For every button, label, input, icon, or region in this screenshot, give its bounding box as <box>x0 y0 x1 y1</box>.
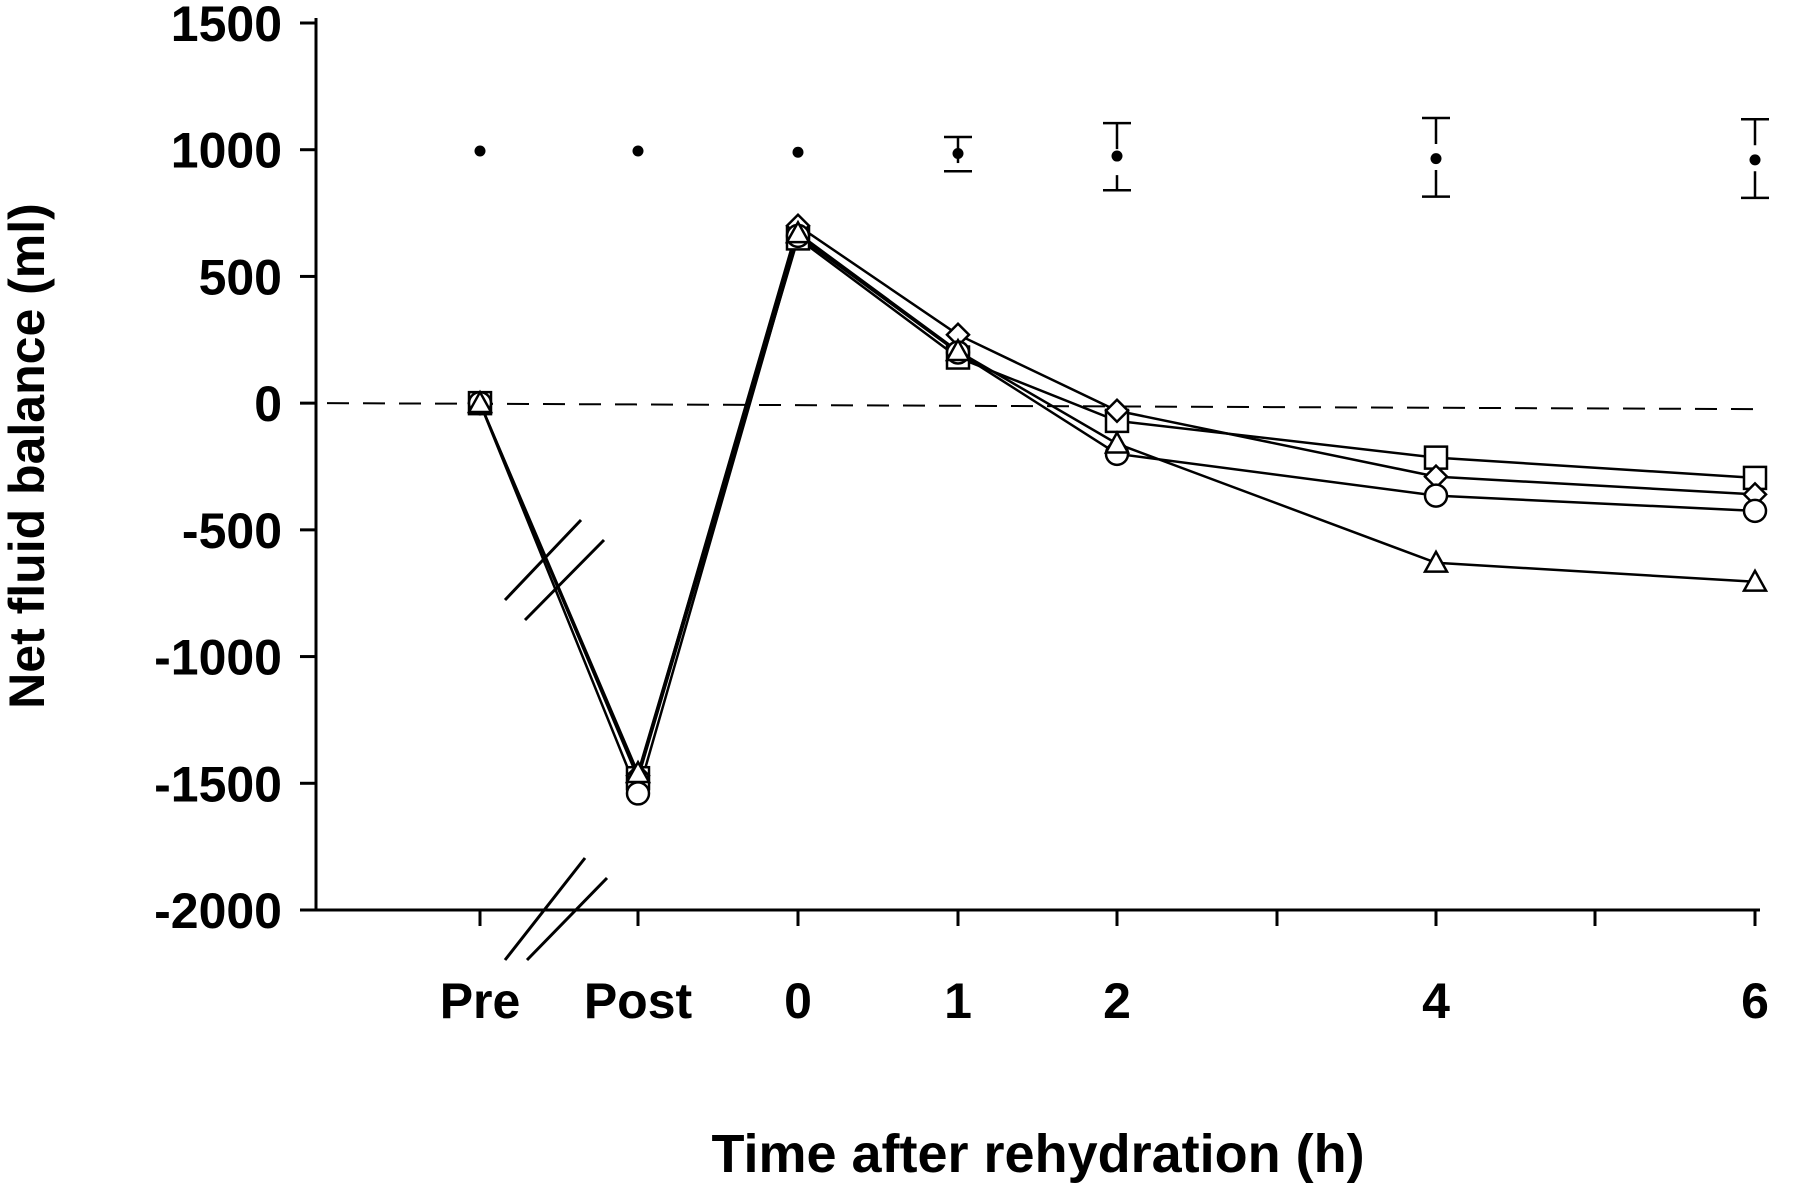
variability-dot <box>1430 153 1442 165</box>
series-line-circle <box>478 233 1756 798</box>
reference-line-group <box>326 402 1763 411</box>
variability-dot <box>792 146 804 158</box>
y-axis-label: Net fluid balance (ml) <box>0 203 55 709</box>
x-axis-label: Time after rehydration (h) <box>711 1124 1364 1184</box>
y-tick-label: -1000 <box>154 630 282 686</box>
axis-break-mark <box>503 857 587 961</box>
circle-marker <box>1742 498 1768 524</box>
x-tick-label: Pre <box>440 973 521 1029</box>
y-tick-label: -2000 <box>154 883 282 939</box>
variability-dot <box>474 145 486 157</box>
x-tick-label: 4 <box>1422 973 1450 1029</box>
series-line-square <box>478 236 1756 782</box>
axes: 1500 1000 500 0 -500 -1000 -1500 -2000 Pre Post 0 1… <box>154 0 1769 1029</box>
triangle-marker <box>1103 430 1131 454</box>
y-tick-label: 0 <box>254 376 282 432</box>
x-tick-label: 2 <box>1103 973 1131 1029</box>
x-tick-label: 6 <box>1741 973 1769 1029</box>
y-tick-label: -1500 <box>154 756 282 812</box>
x-tick-label: 0 <box>784 973 812 1029</box>
y-tick-label: -500 <box>182 503 282 559</box>
variability-markers-group <box>474 116 1769 200</box>
triangle-marker <box>784 219 812 244</box>
circle-marker <box>1423 483 1449 508</box>
axis-break-mark <box>523 538 606 622</box>
series-group <box>466 212 1769 806</box>
variability-dot <box>632 145 644 157</box>
triangle-marker <box>944 337 972 362</box>
axis-break-mark <box>525 876 609 962</box>
y-tick-label: 1500 <box>171 0 282 52</box>
variability-dot <box>1749 154 1761 166</box>
variability-dot <box>952 148 964 160</box>
y-tick-label: 500 <box>199 249 282 305</box>
y-tick-label: 1000 <box>171 123 282 179</box>
diamond-marker <box>1104 397 1130 424</box>
series-line-triangle <box>478 231 1756 777</box>
circle-marker <box>625 781 651 806</box>
x-tick-label: Post <box>584 973 693 1029</box>
triangle-marker <box>624 759 652 784</box>
triangle-marker <box>466 389 494 414</box>
triangle-marker <box>1741 568 1769 592</box>
triangle-marker <box>1422 549 1450 573</box>
zero-reference-line <box>326 402 1763 411</box>
x-tick-label: 1 <box>944 973 972 1029</box>
variability-dot <box>1111 150 1123 162</box>
